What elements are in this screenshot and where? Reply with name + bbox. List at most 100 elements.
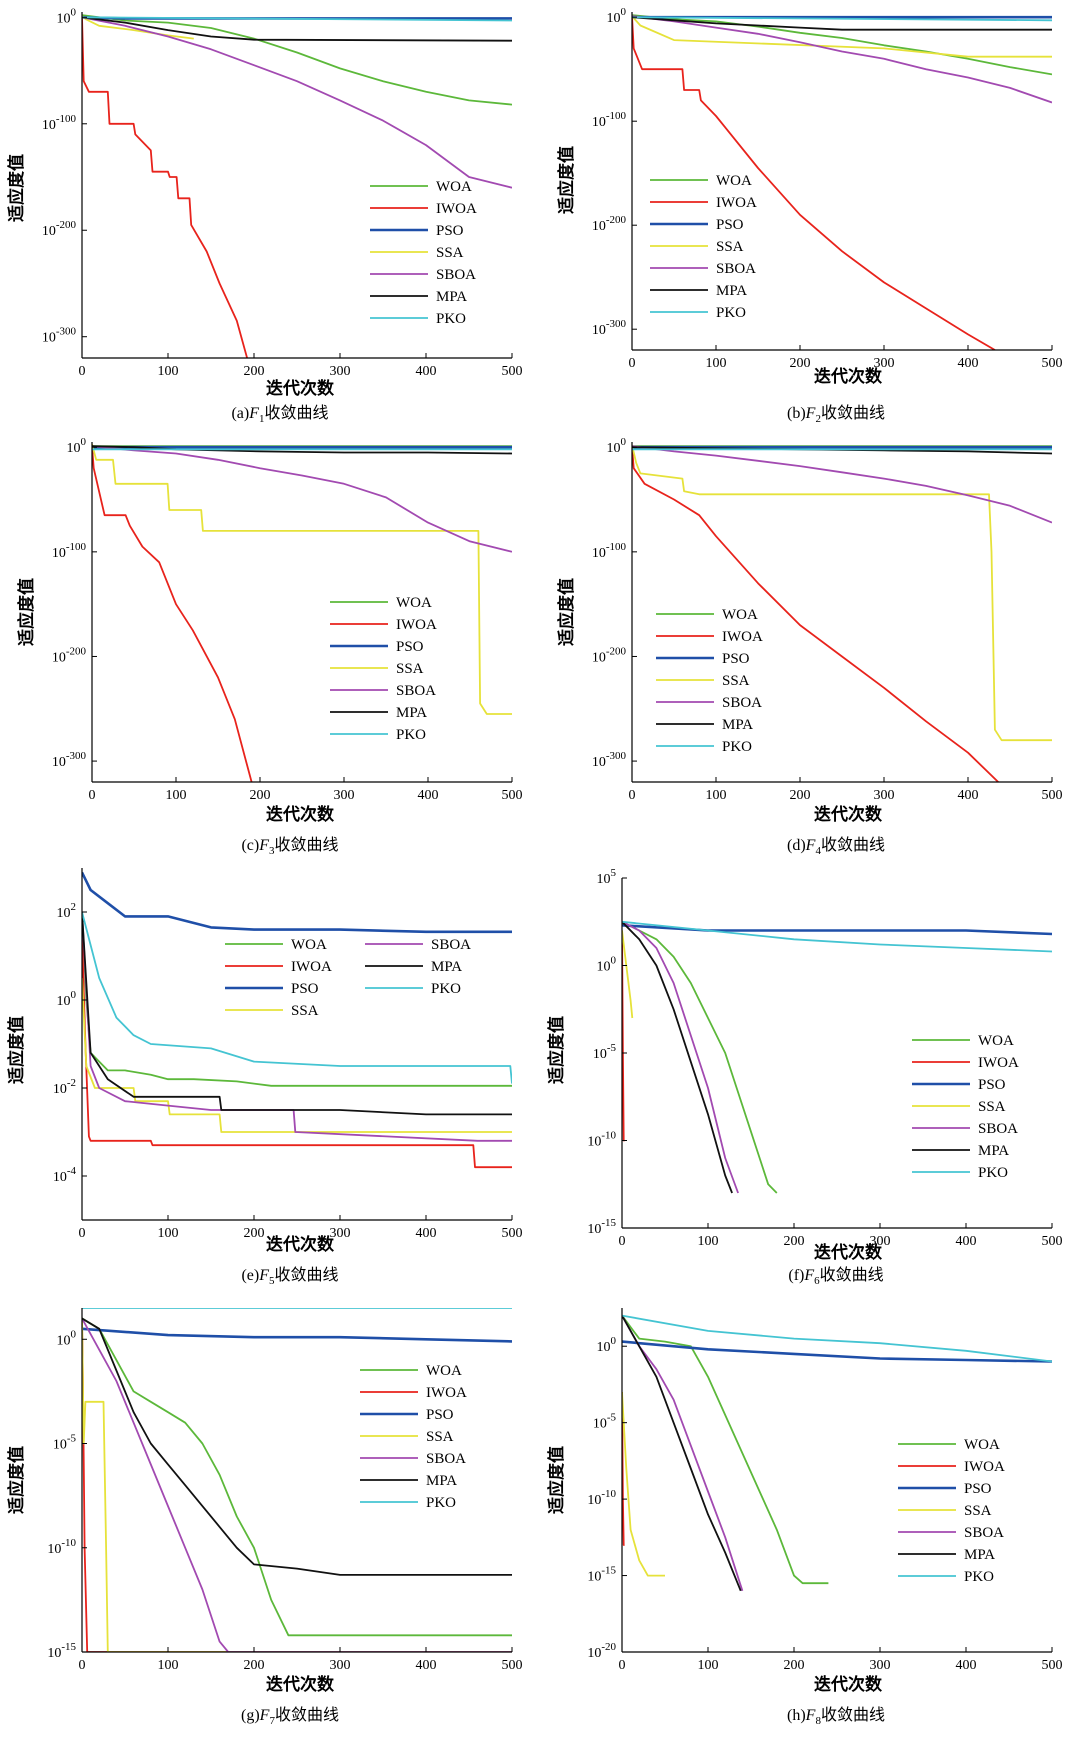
series-line-sboa	[92, 445, 512, 553]
x-tick-label: 0	[629, 788, 636, 803]
legend-label-mpa: MPA	[716, 283, 747, 299]
x-tick-label: 400	[956, 1234, 977, 1249]
legend-label-iwoa: IWOA	[978, 1055, 1019, 1071]
y-tick-label: 10-5	[593, 1042, 617, 1062]
series-line-iwoa	[632, 16, 996, 350]
y-tick-label: 10-200	[592, 645, 627, 665]
legend-label-pso: PSO	[978, 1077, 1006, 1093]
x-axis-label: 迭代次数	[266, 1674, 335, 1694]
series-line-woa	[622, 920, 778, 1194]
y-tick-label: 105	[597, 867, 617, 887]
legend-label-woa: WOA	[436, 179, 472, 195]
y-tick-label: 100	[67, 436, 87, 456]
series-group	[82, 871, 512, 1169]
x-tick-label: 0	[79, 364, 86, 379]
series-line-mpa	[82, 911, 512, 1116]
series-line-sboa	[632, 445, 1052, 524]
series-line-woa	[632, 14, 1052, 76]
legend-label-sboa: SBOA	[722, 695, 762, 711]
series-line-sboa	[622, 920, 739, 1194]
chart-F3: 0 100 200 300 400 500 100 10-100 10-200 10-300 迭代次…	[16, 436, 523, 857]
y-tick-label: 10-100	[52, 541, 87, 561]
series-line-iwoa	[82, 933, 512, 1169]
y-axis-label: 适应度值	[556, 146, 576, 214]
x-tick-label: 500	[502, 364, 523, 379]
y-tick-label: 10-200	[592, 214, 627, 234]
legend-label-ssa: SSA	[964, 1503, 992, 1519]
series-line-ssa	[82, 15, 194, 40]
legend-label-pko: PKO	[436, 311, 466, 327]
chart-F5: 0 100 200 300 400 500 102 100 10-2 10-4 迭代次数 适应度值 WO…	[6, 868, 523, 1287]
series-line-pso	[82, 871, 512, 934]
legend-label-ssa: SSA	[426, 1429, 454, 1445]
series-line-pko	[622, 920, 1052, 953]
x-tick-label: 300	[870, 1658, 891, 1673]
series-line-pko	[82, 16, 512, 22]
series-line-woa	[82, 14, 512, 106]
series-line-mpa	[82, 1317, 512, 1576]
series-line-sboa	[632, 15, 1052, 104]
y-axis-label: 适应度值	[6, 1016, 26, 1084]
legend: WOA IWOA PSO SSA SBOA MPA PKO	[912, 1033, 1019, 1181]
legend-label-woa: WOA	[291, 937, 327, 953]
legend-label-pso: PSO	[722, 651, 750, 667]
legend-label-ssa: SSA	[396, 661, 424, 677]
legend-label-mpa: MPA	[431, 959, 462, 975]
y-tick-label: 10-300	[52, 750, 87, 770]
legend-label-pso: PSO	[426, 1407, 454, 1423]
series-line-mpa	[632, 16, 1052, 31]
legend-label-mpa: MPA	[436, 289, 467, 305]
legend-label-iwoa: IWOA	[716, 195, 757, 211]
x-tick-label: 500	[502, 788, 523, 803]
legend-label-iwoa: IWOA	[426, 1385, 467, 1401]
legend-label-ssa: SSA	[978, 1099, 1006, 1115]
x-tick-label: 400	[416, 364, 437, 379]
legend-label-sboa: SBOA	[431, 937, 471, 953]
x-tick-label: 200	[784, 1234, 805, 1249]
series-line-ssa	[622, 930, 634, 1019]
legend: WOA IWOA PSO SSA SBOA MPA PKO	[360, 1363, 467, 1511]
y-tick-label: 10-15	[587, 1217, 616, 1237]
legend-label-pso: PSO	[964, 1481, 992, 1497]
series-line-ssa	[632, 15, 1052, 58]
legend-label-iwoa: IWOA	[964, 1459, 1005, 1475]
x-tick-label: 500	[1042, 356, 1063, 371]
series-line-ssa	[92, 443, 512, 715]
x-tick-label: 200	[784, 1658, 805, 1673]
x-tick-label: 300	[334, 788, 355, 803]
legend-label-woa: WOA	[964, 1437, 1000, 1453]
x-tick-label: 0	[79, 1226, 86, 1241]
chart-F1: 0 100 200 300 400 500 100 10-100 10-200 10-300 迭代次…	[6, 6, 523, 425]
legend-label-sboa: SBOA	[396, 683, 436, 699]
x-tick-label: 100	[706, 788, 727, 803]
x-tick-label: 400	[418, 788, 439, 803]
x-tick-label: 400	[416, 1226, 437, 1241]
x-tick-label: 0	[629, 356, 636, 371]
y-tick-label: 10-300	[592, 750, 627, 770]
legend-label-pko: PKO	[722, 739, 752, 755]
y-tick-label: 10-10	[587, 1488, 616, 1508]
series-group	[82, 14, 512, 358]
x-tick-label: 100	[158, 1226, 179, 1241]
series-line-sboa	[82, 1317, 512, 1652]
chart-F7: 0 100 200 300 400 500 100 10-5 10-10 10-15 迭代次数 适应度…	[6, 1308, 523, 1727]
legend-label-iwoa: IWOA	[291, 959, 332, 975]
y-axis-label: 适应度值	[6, 154, 26, 222]
y-tick-label: 100	[57, 6, 77, 26]
x-tick-label: 500	[502, 1226, 523, 1241]
series-group	[92, 443, 512, 782]
chart-caption: (f)F6收敛曲线	[788, 1266, 883, 1287]
y-axis-label: 适应度值	[6, 1446, 26, 1514]
legend-label-pko: PKO	[716, 305, 746, 321]
y-axis-label: 适应度值	[556, 578, 576, 646]
series-line-ssa	[82, 977, 512, 1133]
y-tick-label: 10-200	[52, 645, 87, 665]
x-tick-label: 300	[330, 1658, 351, 1673]
legend-label-sboa: SBOA	[964, 1525, 1004, 1541]
legend-label-sboa: SBOA	[436, 267, 476, 283]
chart-caption: (d)F4收敛曲线	[787, 836, 885, 857]
y-tick-label: 102	[57, 901, 77, 921]
y-tick-label: 10-300	[42, 326, 77, 346]
chart-F2: 0 100 200 300 400 500 100 10-100 10-200 10-300 迭代次…	[556, 6, 1063, 425]
